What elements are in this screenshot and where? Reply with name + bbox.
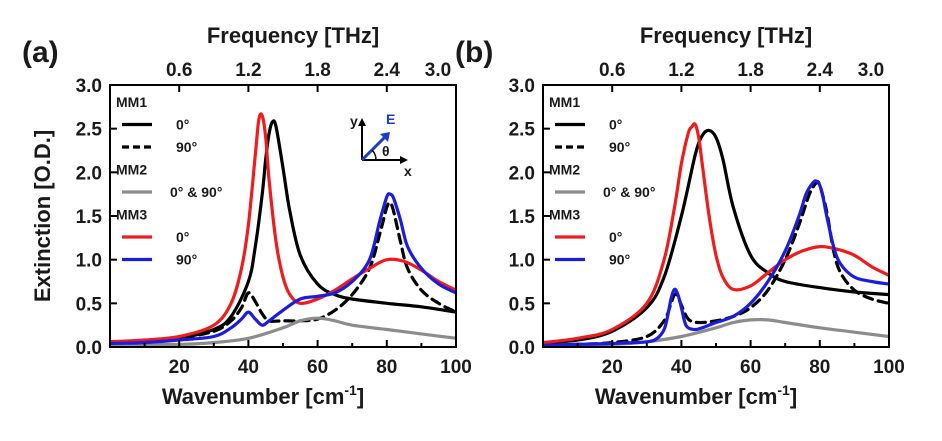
legend-label: 0° xyxy=(176,229,189,245)
y-tick-label: 2.0 xyxy=(76,163,102,184)
x-tick-label: 80 xyxy=(809,357,830,378)
top-tick-label: 2.4 xyxy=(374,60,401,81)
top-tick-label: 2.4 xyxy=(807,60,834,81)
y-tick-label: 1.0 xyxy=(76,251,102,272)
polarization-inset: y x Eθ xyxy=(350,111,412,179)
legend: MM1 0° 90° MM2 0° & 90° MM3 0° 90° xyxy=(549,94,655,268)
x-tick-label: 20 xyxy=(602,357,623,378)
series-line-mm3-90 xyxy=(110,192,456,346)
panel-label: (b) xyxy=(455,36,493,69)
top-tick-label: 3.0 xyxy=(425,60,451,81)
y-tick-label: 2.5 xyxy=(509,120,536,141)
legend-group-mm3: MM3 xyxy=(549,207,580,223)
legend-group-mm3: MM3 xyxy=(116,207,147,223)
y-tick-label: 2.5 xyxy=(76,120,103,141)
legend-group-mm2: MM2 xyxy=(116,162,147,178)
y-tick-label: 1.5 xyxy=(76,207,103,228)
x-tick-label: 60 xyxy=(740,357,761,378)
y-axis-title: Extinction [O.D.] xyxy=(30,130,55,302)
x-tick-label: 40 xyxy=(671,357,692,378)
y-tick-label: 3.0 xyxy=(76,76,102,97)
y-tick-label: 0.0 xyxy=(76,338,102,359)
panel-label: (a) xyxy=(22,36,59,69)
legend-label: 90° xyxy=(609,252,630,268)
x-axis-title: Wavenumber [cm-1] xyxy=(162,382,364,409)
top-tick-label: 0.6 xyxy=(166,60,192,81)
x-tick-label: 80 xyxy=(376,357,397,378)
top-axis-title: Frequency [THz] xyxy=(207,23,379,48)
legend-label: 0° & 90° xyxy=(603,184,655,200)
x-tick-label: 100 xyxy=(440,357,472,378)
inset-y-arrowhead xyxy=(358,118,366,126)
panel-b: 20 40 60 80 100 0.0 0.5 1.0 1.5 2.0 2.5 3.0 0.6 1.2 1.… xyxy=(455,23,905,409)
legend: MM1 0° 90° MM2 0° & 90° MM3 0° 90° xyxy=(116,94,222,268)
legend-label: 90° xyxy=(176,139,197,155)
plot-frame xyxy=(109,84,457,348)
y-tick-label: 0.0 xyxy=(509,338,535,359)
legend-label: 0° & 90° xyxy=(170,184,222,200)
series-line-mm1-90 xyxy=(543,180,889,347)
x-tick-label: 40 xyxy=(238,357,259,378)
panel-a: 20 40 60 80 100 0.0 0.5 1.0 1.5 2.0 2.5 3.0 0.6 1.2 1.… xyxy=(22,23,472,409)
x-tick-label: 20 xyxy=(169,357,190,378)
inset-e-arrowhead xyxy=(380,132,390,142)
y-tick-label: 0.5 xyxy=(76,294,103,315)
top-tick-label: 1.2 xyxy=(668,60,694,81)
x-tick-label: 60 xyxy=(307,357,328,378)
top-tick-label: 1.2 xyxy=(235,60,261,81)
legend-label: 90° xyxy=(176,252,197,268)
legend-label: 0° xyxy=(176,117,189,133)
inset-y-label: y xyxy=(350,113,358,129)
series-group xyxy=(110,112,456,347)
series-line-mm3-90 xyxy=(543,179,889,347)
series-group xyxy=(543,122,889,347)
inset-theta-label: θ xyxy=(382,143,390,159)
y-tick-label: 2.0 xyxy=(509,163,535,184)
series-line-mm3-0 xyxy=(543,122,889,345)
inset-e-label: E xyxy=(386,111,395,127)
top-tick-label: 0.6 xyxy=(599,60,625,81)
legend-group-mm2: MM2 xyxy=(549,162,580,178)
inset-x-label: x xyxy=(404,163,412,179)
legend-label: 0° xyxy=(609,229,622,245)
series-line-mm3-0 xyxy=(110,112,456,344)
top-tick-label: 1.8 xyxy=(304,60,330,81)
series-line-mm1-0 xyxy=(543,128,889,345)
y-tick-label: 1.0 xyxy=(509,251,535,272)
y-tick-label: 3.0 xyxy=(509,76,535,97)
y-tick-label: 0.5 xyxy=(509,294,536,315)
top-tick-label: 3.0 xyxy=(858,60,884,81)
y-tick-label: 1.5 xyxy=(509,207,536,228)
legend-label: 90° xyxy=(609,139,630,155)
legend-group-mm1: MM1 xyxy=(116,94,147,110)
legend-label: 0° xyxy=(609,117,622,133)
plot-frame xyxy=(542,84,890,348)
inset-angle-arc xyxy=(371,149,377,161)
x-axis-title: Wavenumber [cm-1] xyxy=(595,382,797,409)
series-line-mm1-0 xyxy=(110,119,456,344)
inset-x-arrowhead xyxy=(400,156,408,164)
inset-e-vector xyxy=(360,134,388,162)
series-line-mm2-0-90 xyxy=(110,316,456,347)
x-tick-label: 100 xyxy=(873,357,905,378)
legend-group-mm1: MM1 xyxy=(549,94,580,110)
top-tick-label: 1.8 xyxy=(737,60,763,81)
top-axis-title: Frequency [THz] xyxy=(640,23,812,48)
